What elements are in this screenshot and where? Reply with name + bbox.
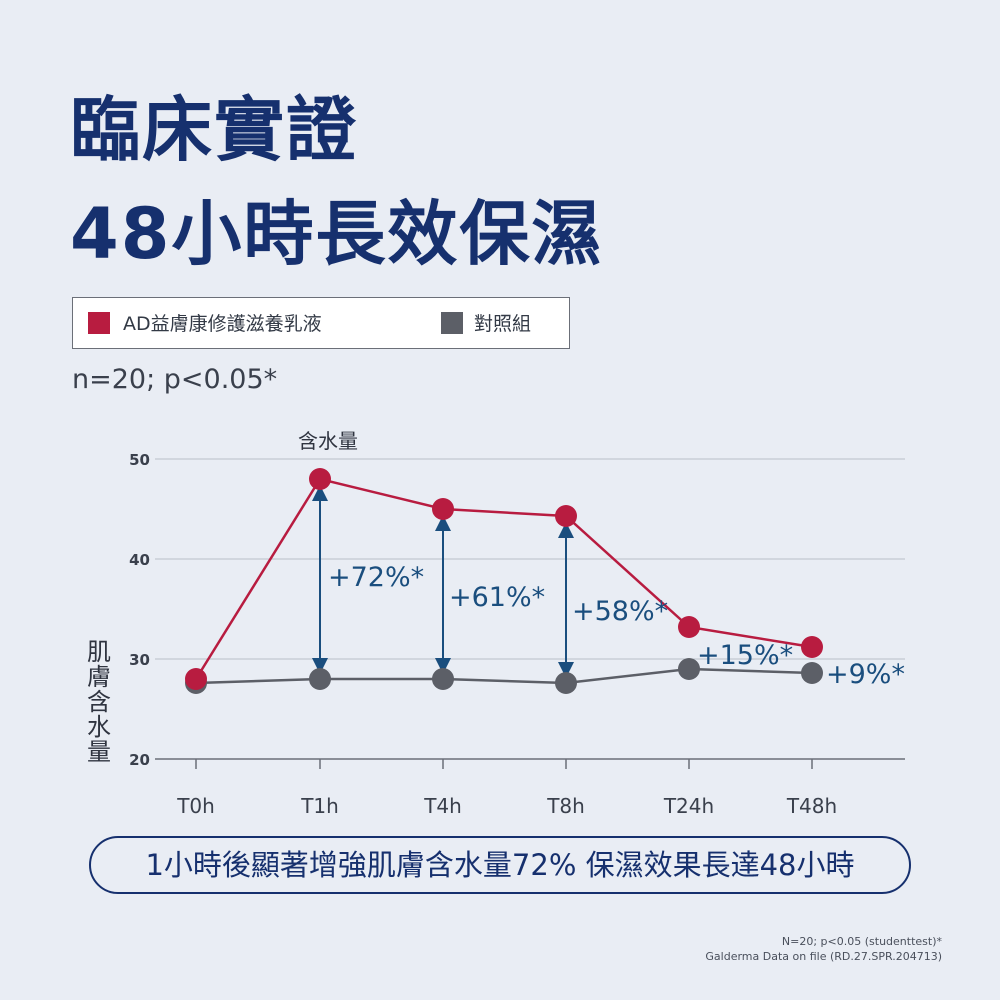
treatment-data-point	[801, 636, 823, 658]
legend-label-control: 對照組	[474, 313, 532, 335]
x-tick-label: T24h	[663, 794, 714, 818]
treatment-data-point	[309, 468, 331, 490]
percent-increase-label: +9%*	[826, 659, 905, 690]
footnote-line-2: Galderma Data on file (RD.27.SPR.204713)	[705, 950, 942, 963]
y-tick-label: 40	[129, 551, 150, 569]
x-tick-label: T4h	[423, 794, 462, 818]
footnote: N=20; p<0.05 (studenttest)* Galderma Dat…	[705, 934, 942, 964]
percent-increase-label: +15%*	[697, 640, 793, 671]
title-line-2: 48小時長效保濕	[70, 193, 604, 275]
percent-increase-label: +58%*	[572, 596, 668, 627]
chart-title: 含水量	[298, 429, 358, 453]
x-tick-label: T48h	[786, 794, 837, 818]
percent-increase-label: +61%*	[449, 582, 545, 613]
chart-legend: AD益膚康修護滋養乳液 對照組	[72, 297, 570, 349]
y-tick-label: 30	[129, 651, 150, 669]
control-data-point	[432, 668, 454, 690]
treatment-series-line	[194, 477, 813, 680]
sample-stats: n=20; p<0.05*	[72, 364, 278, 395]
legend-swatch-control	[441, 312, 463, 334]
x-tick-label: T1h	[300, 794, 339, 818]
x-tick-label: T8h	[546, 794, 585, 818]
x-tick-label: T0h	[176, 794, 215, 818]
control-data-point	[555, 672, 577, 694]
y-axis-label-char: 含	[87, 688, 111, 716]
treatment-data-point	[432, 498, 454, 520]
control-data-point	[678, 658, 700, 680]
y-axis-label-char: 肌	[87, 638, 111, 666]
percent-increase-label: +72%*	[328, 562, 424, 593]
treatment-data-point	[185, 668, 207, 690]
control-series-line	[195, 667, 813, 685]
y-tick-label: 20	[129, 751, 150, 769]
legend-label-treatment: AD益膚康修護滋養乳液	[123, 313, 322, 335]
treatment-data-point	[678, 616, 700, 638]
y-axis-label-char: 膚	[87, 663, 111, 691]
y-tick-label: 50	[129, 451, 150, 469]
y-axis-label-char: 量	[87, 738, 111, 766]
legend-swatch-treatment	[88, 312, 110, 334]
control-data-point	[801, 662, 823, 684]
y-axis-label-char: 水	[87, 713, 111, 741]
y-axis-label: 肌 膚 含 水 量	[86, 640, 112, 765]
summary-banner: 1小時後顯著增強肌膚含水量72% 保濕效果長達48小時	[89, 836, 911, 894]
footnote-line-1: N=20; p<0.05 (studenttest)*	[781, 935, 942, 948]
title-line-1: 臨床實證	[70, 89, 358, 171]
control-data-point	[309, 668, 331, 690]
treatment-data-point	[555, 505, 577, 527]
page-title: 臨床實證 48小時長效保濕	[70, 78, 603, 286]
